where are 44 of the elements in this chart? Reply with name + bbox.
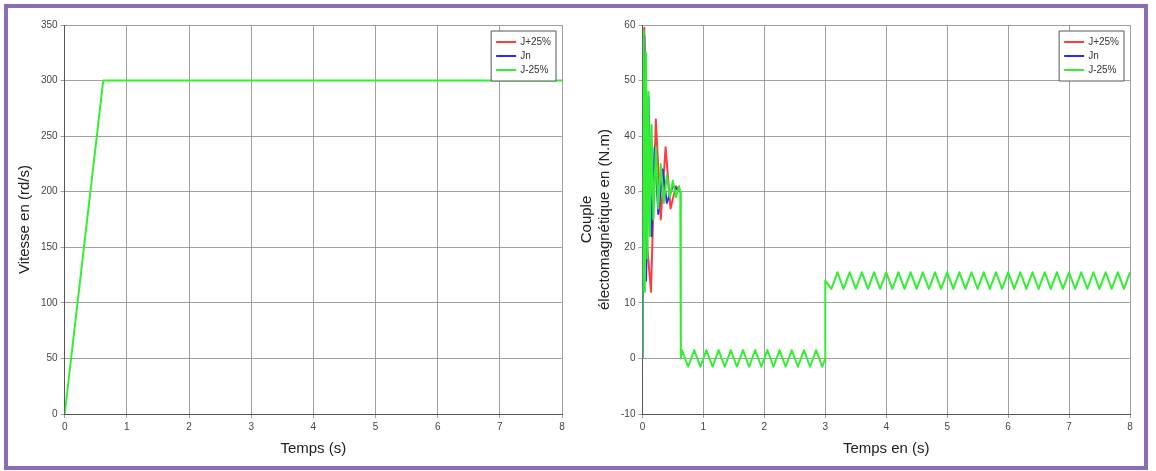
x-tick-label: 5: [944, 420, 951, 432]
x-tick-label: 8: [559, 420, 566, 432]
x-tick-label: 1: [124, 420, 131, 432]
x-tick-label: 4: [883, 420, 890, 432]
y-tick-label: 30: [624, 185, 636, 197]
y-tick-label: 40: [624, 129, 636, 141]
legend-label: J-25%: [1088, 63, 1117, 75]
x-axis-title: Temps (s): [280, 439, 347, 457]
y-tick-label: 0: [629, 352, 636, 364]
legend-label: J+25%: [1088, 35, 1120, 47]
x-tick-label: 2: [761, 420, 768, 432]
x-tick-label: 4: [310, 420, 317, 432]
x-tick-label: 7: [1066, 420, 1073, 432]
x-tick-label: 3: [822, 420, 829, 432]
y-tick-label: 20: [624, 241, 636, 253]
y-tick-label: 300: [41, 74, 59, 86]
x-tick-label: 0: [639, 420, 646, 432]
y-tick-label: 50: [624, 74, 636, 86]
y-axis-title: Couple électomagnétique en (N.m): [577, 129, 613, 310]
y-tick-label: 50: [46, 352, 59, 364]
y-tick-label: -10: [621, 407, 636, 419]
x-tick-label: 7: [497, 420, 504, 432]
x-tick-label: 1: [700, 420, 707, 432]
legend-label: J-25%: [520, 63, 549, 75]
x-tick-label: 6: [434, 420, 441, 432]
y-tick-label: 60: [624, 18, 636, 30]
y-axis-title: Vitesse en (rd/s): [15, 165, 33, 274]
x-tick-label: 8: [1127, 420, 1134, 432]
y-tick-label: 150: [41, 241, 59, 253]
y-tick-label: 250: [41, 129, 59, 141]
y-tick-label: 10: [624, 296, 636, 308]
y-tick-label: 350: [41, 18, 59, 30]
y-tick-label: 100: [41, 296, 59, 308]
y-tick-label: 200: [41, 185, 59, 197]
x-tick-label: 3: [248, 420, 255, 432]
x-tick-label: 5: [372, 420, 379, 432]
x-tick-label: 6: [1005, 420, 1012, 432]
x-axis-title: Temps en (s): [842, 439, 930, 457]
y-tick-label: 0: [52, 407, 59, 419]
legend-label: Jn: [520, 49, 531, 61]
x-tick-label: 0: [61, 420, 68, 432]
x-tick-label: 2: [186, 420, 193, 432]
legend-label: Jn: [1088, 49, 1099, 61]
legend-label: J+25%: [520, 35, 552, 47]
